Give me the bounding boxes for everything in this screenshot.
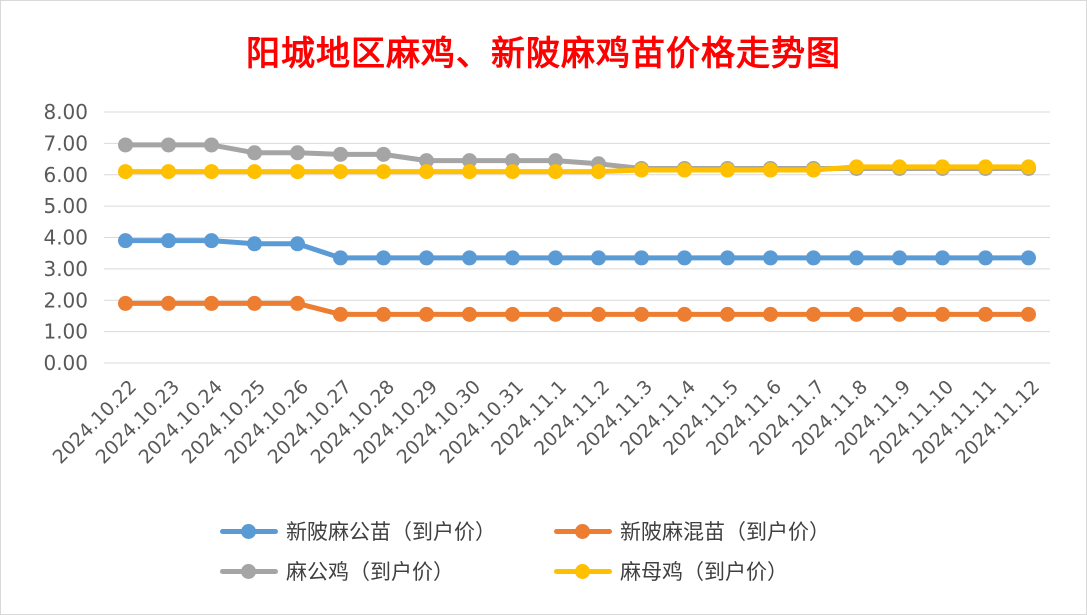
data-point [118,164,133,180]
data-point [462,164,477,180]
data-point [978,250,993,266]
y-tick-label: 5.00 [43,194,88,218]
data-point [849,159,864,175]
data-point [462,153,477,169]
data-point [161,295,176,311]
data-point [247,145,262,161]
data-point [591,250,606,266]
data-point [634,306,649,322]
data-point [247,295,262,311]
data-point [548,153,563,169]
y-tick-label: 6.00 [43,163,88,187]
y-tick-label: 4.00 [43,226,88,250]
data-point [720,162,735,178]
data-point [419,306,434,322]
data-point [892,306,907,322]
data-point [591,164,606,180]
data-point [1021,306,1036,322]
data-point [935,306,950,322]
data-point [376,306,391,322]
data-point [763,306,778,322]
data-point [118,137,133,153]
data-point [505,164,520,180]
data-point [333,250,348,266]
data-point [290,164,305,180]
data-point [849,250,864,266]
y-tick-label: 3.00 [43,257,88,281]
y-tick-label: 8.00 [43,100,88,124]
data-point [806,306,821,322]
data-point [118,295,133,311]
data-point [849,306,864,322]
data-point [376,164,391,180]
data-point [333,306,348,322]
data-point [978,306,993,322]
data-point [978,159,993,175]
data-point [333,146,348,162]
data-point [763,250,778,266]
data-point [892,159,907,175]
data-point [677,162,692,178]
data-point [247,164,262,180]
data-point [505,250,520,266]
data-point [161,137,176,153]
data-point [1021,250,1036,266]
data-point [634,162,649,178]
data-point [118,233,133,249]
data-point [591,306,606,322]
data-point [161,164,176,180]
data-point [806,250,821,266]
data-point [376,250,391,266]
data-point [720,306,735,322]
data-point [204,295,219,311]
series-line [123,300,1031,317]
data-point [376,146,391,162]
data-point [462,306,477,322]
data-point [1021,159,1036,175]
data-point [505,153,520,169]
data-point [204,164,219,180]
y-tick-label: 7.00 [43,131,88,155]
y-tick-label: 0.00 [43,351,88,375]
data-point [204,137,219,153]
data-point [419,164,434,180]
data-point [161,233,176,249]
data-point [548,164,563,180]
data-point [548,306,563,322]
data-point [935,250,950,266]
data-point [290,295,305,311]
data-point [677,250,692,266]
data-point [892,250,907,266]
data-point [634,250,649,266]
data-point [290,236,305,252]
data-point [419,153,434,169]
data-point [763,162,778,178]
data-point [935,159,950,175]
data-point [419,250,434,266]
y-tick-label: 2.00 [43,288,88,312]
data-point [462,250,477,266]
data-point [333,164,348,180]
data-point [677,306,692,322]
chart-title: 阳城地区麻鸡、新陂麻鸡苗价格走势图 [246,34,841,74]
data-point [247,236,262,252]
data-point [806,162,821,178]
y-tick-label: 1.00 [43,320,88,344]
data-point [505,306,520,322]
series-line [123,238,1031,261]
data-point [548,250,563,266]
series-line [123,164,1031,175]
data-point [204,233,219,249]
data-point [720,250,735,266]
data-point [290,145,305,161]
